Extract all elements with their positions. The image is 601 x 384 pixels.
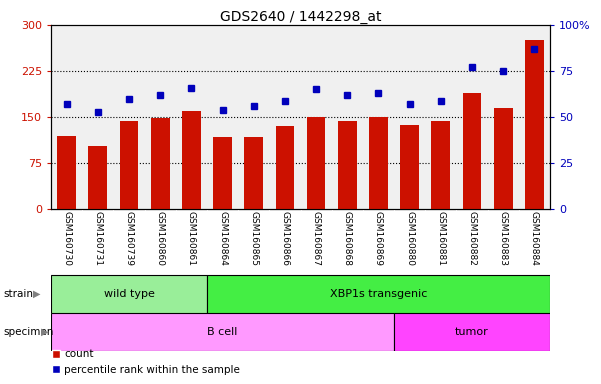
- Text: tumor: tumor: [455, 327, 489, 337]
- Bar: [394, 313, 550, 351]
- Bar: [245, 137, 263, 209]
- Bar: [338, 121, 356, 209]
- Bar: [51, 313, 394, 351]
- Bar: [494, 108, 513, 209]
- Bar: [213, 137, 232, 209]
- Bar: [57, 136, 76, 209]
- Text: XBP1s transgenic: XBP1s transgenic: [330, 289, 427, 299]
- Text: GSM160731: GSM160731: [93, 211, 102, 266]
- Text: GSM160884: GSM160884: [530, 211, 539, 266]
- Bar: [207, 275, 550, 313]
- Text: GSM160864: GSM160864: [218, 211, 227, 266]
- Bar: [400, 125, 419, 209]
- Text: GSM160868: GSM160868: [343, 211, 352, 266]
- Text: GSM160869: GSM160869: [374, 211, 383, 266]
- Text: GSM160865: GSM160865: [249, 211, 258, 266]
- Bar: [463, 93, 481, 209]
- Text: strain: strain: [3, 289, 33, 299]
- Bar: [88, 146, 107, 209]
- Text: GSM160880: GSM160880: [405, 211, 414, 266]
- Text: GSM160883: GSM160883: [499, 211, 508, 266]
- Bar: [276, 126, 294, 209]
- Text: GSM160881: GSM160881: [436, 211, 445, 266]
- Text: GSM160739: GSM160739: [124, 211, 133, 266]
- Text: GSM160861: GSM160861: [187, 211, 196, 266]
- Text: GSM160882: GSM160882: [468, 211, 477, 266]
- Bar: [369, 116, 388, 209]
- Bar: [182, 111, 201, 209]
- Text: specimen: specimen: [3, 327, 53, 337]
- Text: GSM160867: GSM160867: [311, 211, 320, 266]
- Bar: [51, 275, 207, 313]
- Bar: [432, 121, 450, 209]
- Text: ▶: ▶: [41, 327, 48, 337]
- Bar: [307, 117, 326, 209]
- Text: GSM160730: GSM160730: [62, 211, 71, 266]
- Text: GSM160866: GSM160866: [281, 211, 290, 266]
- Legend: count, percentile rank within the sample: count, percentile rank within the sample: [47, 345, 244, 379]
- Text: wild type: wild type: [103, 289, 154, 299]
- Bar: [120, 121, 138, 209]
- Text: B cell: B cell: [207, 327, 238, 337]
- Title: GDS2640 / 1442298_at: GDS2640 / 1442298_at: [220, 10, 381, 24]
- Bar: [151, 118, 169, 209]
- Bar: [525, 40, 544, 209]
- Text: ▶: ▶: [33, 289, 40, 299]
- Text: GSM160860: GSM160860: [156, 211, 165, 266]
